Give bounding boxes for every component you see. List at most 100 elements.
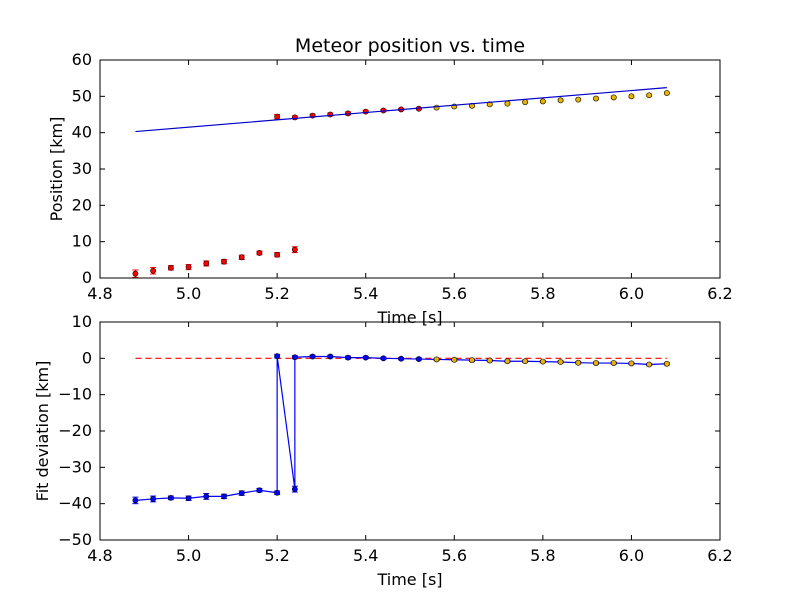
data-point [539,98,546,105]
data-point [557,97,564,104]
data-point [663,360,670,367]
x-tick-label: 5.4 [353,284,378,303]
position-y-axis-label: Position [km] [47,117,66,222]
x-tick-label: 5.4 [353,546,378,565]
data-point [274,113,281,120]
x-tick-label: 4.8 [87,546,112,565]
data-point [522,99,529,106]
data-point [291,246,298,253]
data-point [362,108,369,115]
y-tick-label: 10 [72,232,92,251]
data-point [132,270,139,277]
data-point [663,90,670,96]
data-point [557,359,564,365]
data-point [646,361,653,368]
x-tick-label: 5.0 [176,284,201,303]
data-point [504,358,511,365]
x-tick-label: 5.2 [264,546,289,565]
data-point [238,254,245,261]
data-point [522,358,529,365]
data-point [274,353,281,360]
x-tick-label: 6.2 [707,284,732,303]
y-tick-label: −30 [58,457,92,476]
data-point [256,250,263,256]
data-point [646,92,653,99]
data-point [238,490,245,497]
data-point [610,94,617,101]
data-point [274,489,281,496]
x-tick-label: 4.8 [87,284,112,303]
data-point [345,354,351,361]
x-tick-label: 6.2 [707,546,732,565]
data-point [309,353,316,360]
deviation-x-axis-label: Time [s] [376,570,442,589]
data-point [185,264,192,270]
deviation-chart: 4.8 5.0 5.2 5.4 5.6 5.8 6.0 6.2 10 0 −10 −20 −30 −40… [33,312,733,589]
x-tick-label: 5.6 [442,284,467,303]
data-point [433,356,440,363]
x-tick-label: 6.0 [619,284,644,303]
data-point [291,354,298,361]
data-point [167,264,174,271]
y-tick-label: 40 [72,123,92,142]
data-point [327,111,334,118]
deviation-x-ticks: 4.8 5.0 5.2 5.4 5.6 5.8 6.0 6.2 [87,322,733,565]
x-tick-label: 5.2 [264,284,289,303]
data-point [486,357,493,364]
data-point [150,496,157,502]
data-point [150,267,157,274]
data-point [575,359,582,366]
position-y-ticks: 0 10 20 30 40 50 60 [72,50,720,287]
data-point [628,360,635,367]
data-point [415,356,422,362]
y-tick-label: 20 [72,195,92,214]
x-tick-label: 5.8 [530,284,555,303]
data-point [628,93,635,100]
position-x-ticks: 4.8 5.0 5.2 5.4 5.6 5.8 6.0 6.2 [87,60,733,303]
data-point [575,96,582,103]
data-point [451,356,458,363]
x-tick-label: 5.0 [176,546,201,565]
data-point [221,493,227,500]
y-tick-label: 0 [82,268,92,287]
data-point [167,494,174,501]
x-tick-label: 5.6 [442,546,467,565]
position-chart: Meteor position vs. time 4.8 5.0 5.2 5.4 5.6… [47,35,733,327]
data-point [469,357,475,364]
chart-title: Meteor position vs. time [295,35,525,57]
deviation-y-axis-label: Fit deviation [km] [33,361,52,502]
data-point [539,358,546,365]
data-point [291,114,298,121]
data-point [221,258,227,265]
data-point [398,355,405,362]
data-point [132,497,139,504]
data-point [274,251,281,258]
y-tick-label: −10 [58,385,92,404]
data-point [380,355,387,362]
data-point [433,104,440,111]
data-point [256,487,263,494]
linear-fit-line [135,87,667,133]
deviation-y-ticks: 10 0 −10 −20 −30 −40 −50 [58,312,720,549]
data-point [291,486,298,493]
data-point [203,493,210,500]
x-tick-label: 5.8 [530,546,555,565]
data-point [593,360,599,366]
y-tick-label: 30 [72,159,92,178]
y-tick-label: −40 [58,494,92,513]
position-x-axis-label: Time [s] [376,308,442,327]
data-point [203,260,210,267]
y-tick-label: −50 [58,530,92,549]
data-point [362,354,369,361]
data-point [610,360,617,366]
y-tick-label: 60 [72,50,92,69]
y-tick-label: 50 [72,86,92,105]
y-tick-label: −20 [58,421,92,440]
data-point [593,95,599,102]
y-tick-label: 0 [82,348,92,367]
deviation-plot-area [132,353,670,505]
y-tick-label: 10 [72,312,92,331]
x-tick-label: 6.0 [619,546,644,565]
position-plot-area [132,87,670,278]
